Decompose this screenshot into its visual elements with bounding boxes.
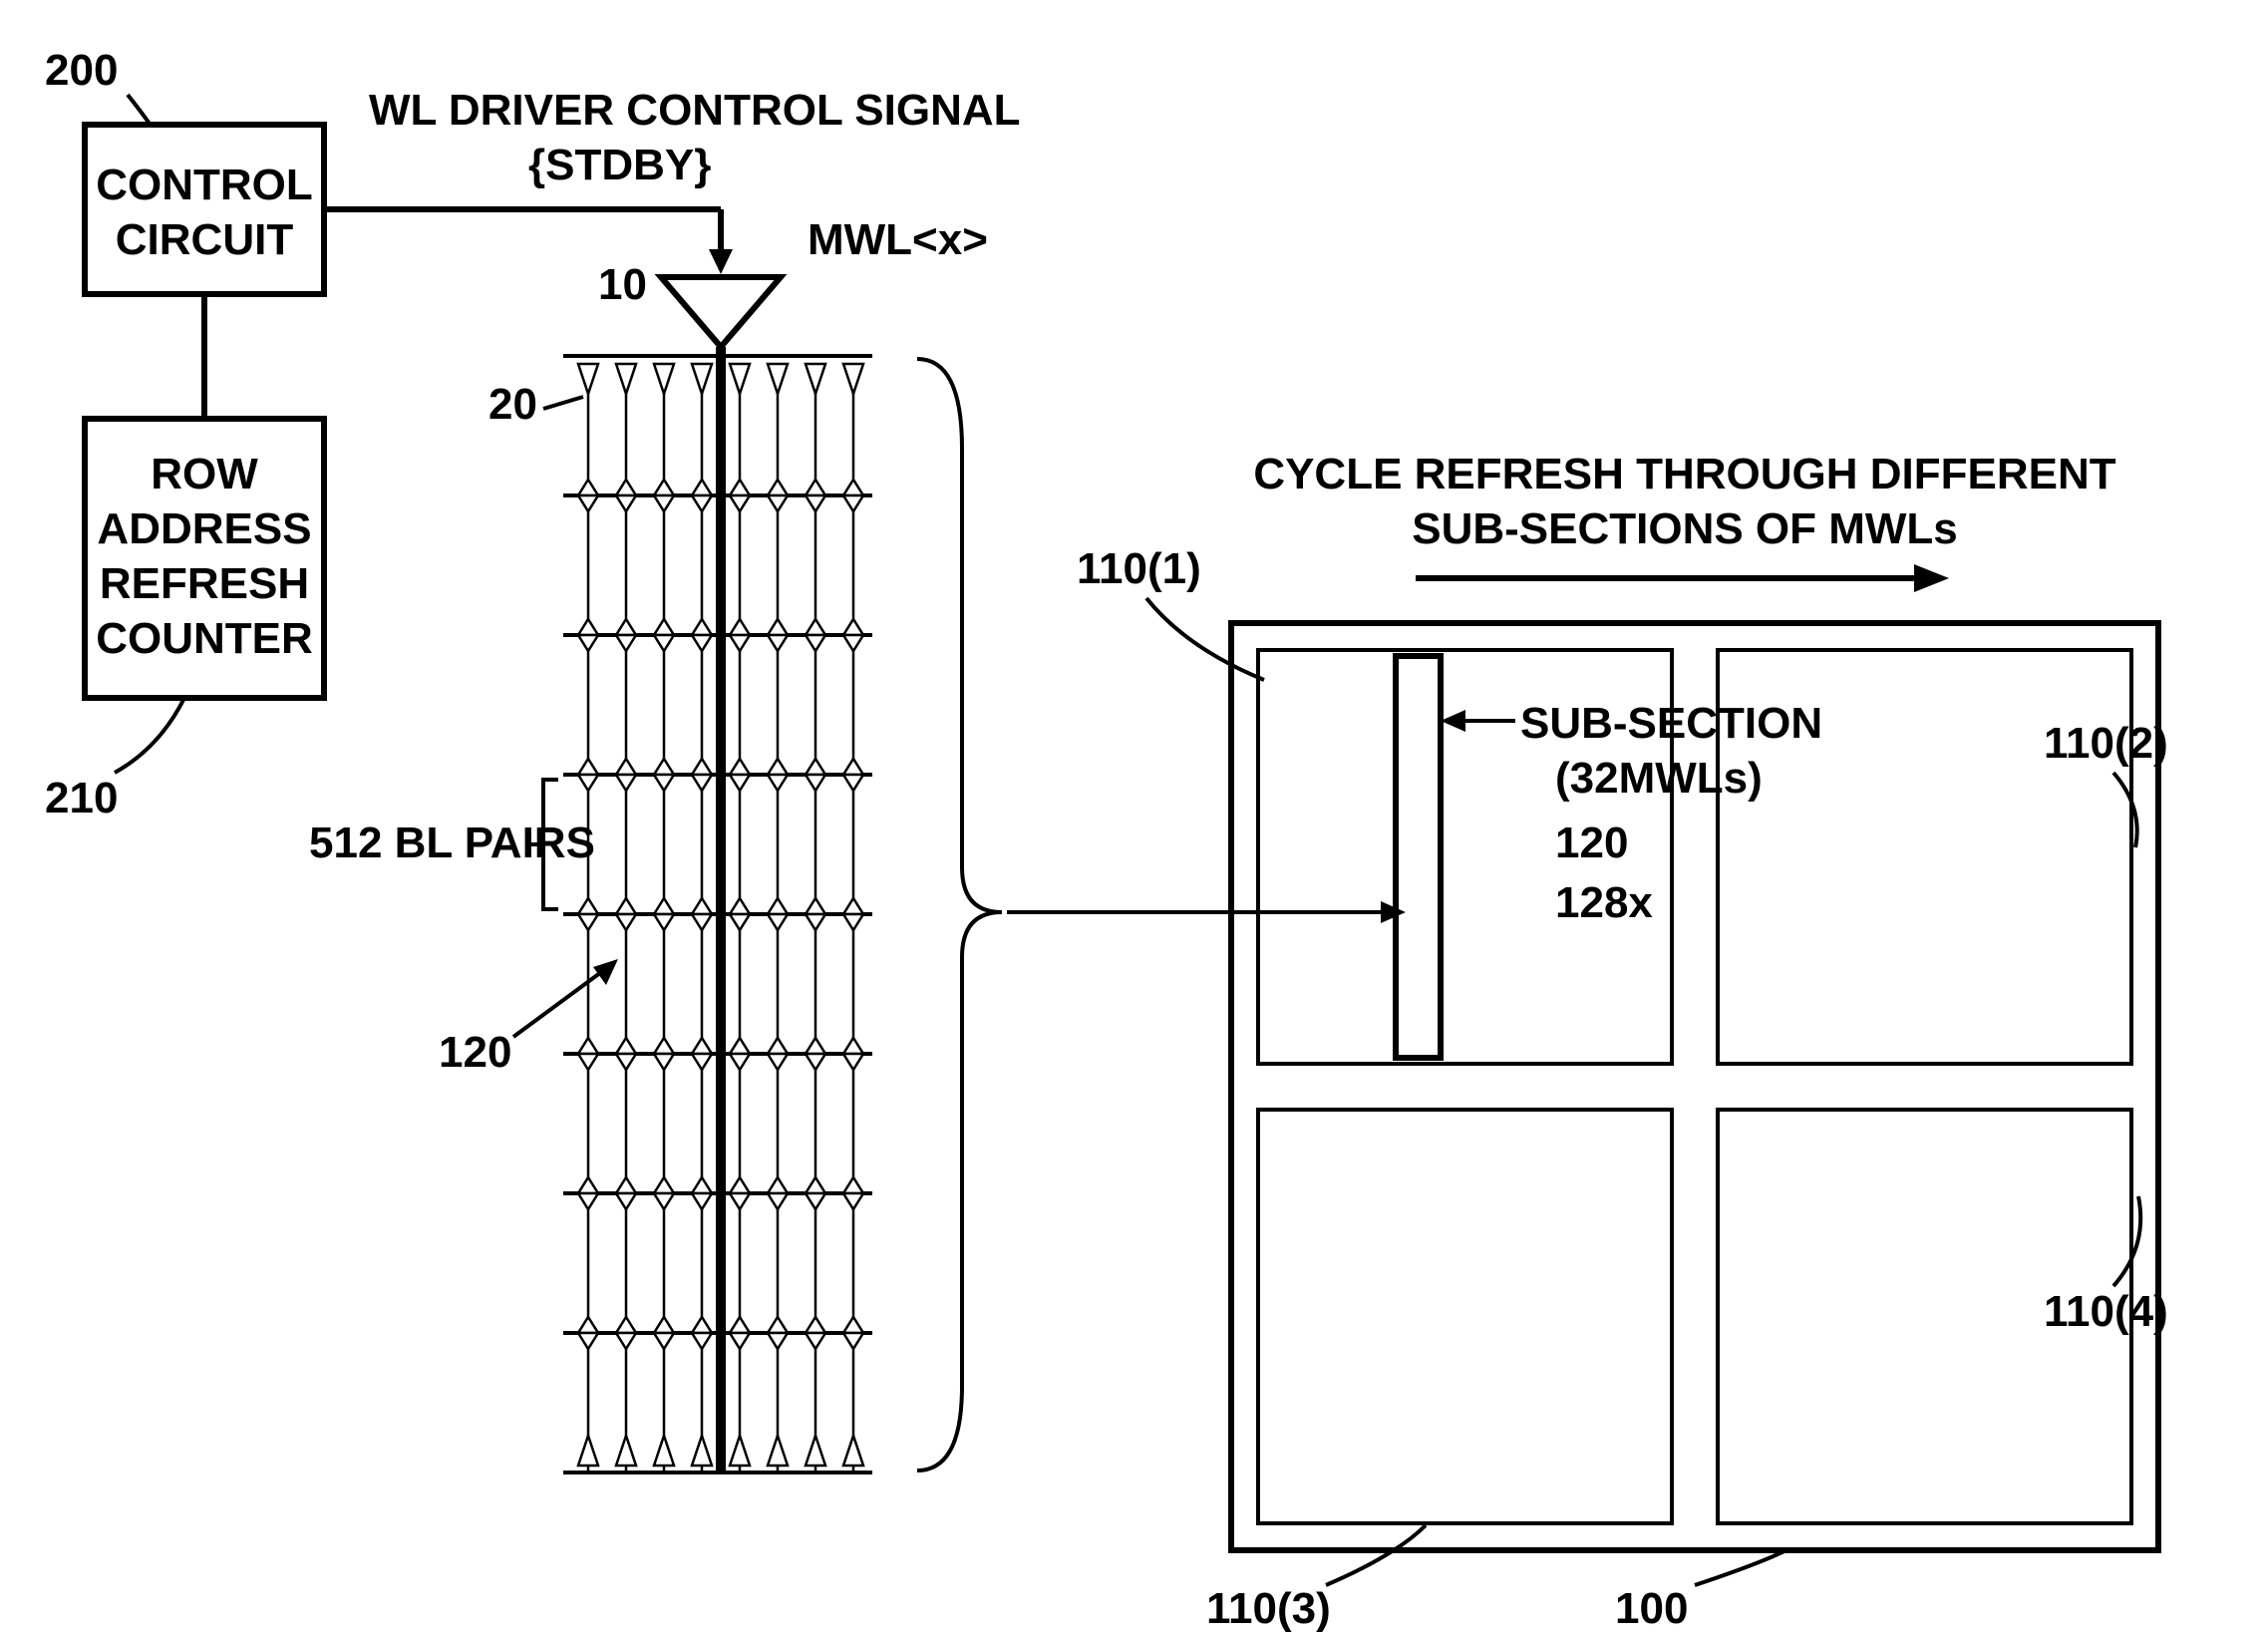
- ref-110-3: 110(3): [1206, 1584, 1331, 1633]
- row-l2: ADDRESS: [97, 504, 311, 553]
- leader-20: [543, 397, 583, 409]
- leader-110-1: [1146, 598, 1264, 680]
- leader-110-2: [2113, 773, 2137, 847]
- cycle-l2: SUB-SECTIONS OF MWLs: [1412, 504, 1958, 553]
- big-brace: [917, 359, 1002, 1471]
- ref-110-2: 110(2): [2044, 719, 2168, 768]
- ref-128x: 128x: [1555, 878, 1653, 927]
- leader-100: [1695, 1551, 1784, 1585]
- leader-110-3: [1326, 1525, 1426, 1585]
- leader-120-left-arrow: [593, 959, 618, 985]
- ref-120-right: 120: [1555, 819, 1628, 867]
- leader-110-4: [2113, 1196, 2140, 1286]
- leader-subsection-arrow: [1441, 710, 1465, 732]
- ref-10: 10: [598, 260, 647, 309]
- cycle-arrowhead: [1914, 564, 1949, 592]
- control-circuit-line1: CONTROL: [96, 161, 313, 209]
- ref-110-1: 110(1): [1077, 544, 1201, 593]
- ref-100: 100: [1615, 1584, 1688, 1633]
- leader-210: [115, 698, 184, 773]
- control-circuit-line2: CIRCUIT: [116, 215, 294, 264]
- mwl-x-label: MWL<x>: [808, 215, 988, 264]
- wl-driver-l2: {STDBY}: [528, 141, 711, 189]
- leader-120-left: [513, 967, 608, 1037]
- row-l4: COUNTER: [96, 614, 313, 663]
- ref-210: 210: [45, 774, 118, 822]
- ref-120-left: 120: [439, 1028, 511, 1077]
- quad-bl: [1258, 1110, 1672, 1523]
- subsection-label: SUB-SECTION: [1520, 699, 1822, 748]
- subsection-stripe: [1396, 656, 1441, 1058]
- cycle-l1: CYCLE REFRESH THROUGH DIFFERENT: [1253, 450, 2115, 498]
- bl-pairs-label: 512 BL PAIRS: [309, 819, 595, 867]
- wl-driver-l1: WL DRIVER CONTROL SIGNAL: [369, 86, 1021, 135]
- leader-200: [128, 95, 150, 124]
- ctrl-signal-arrowhead: [709, 249, 733, 274]
- ref-20: 20: [488, 380, 537, 429]
- row-l1: ROW: [151, 450, 258, 498]
- ref-110-4: 110(4): [2044, 1287, 2168, 1336]
- subsection-count: (32MWLs): [1555, 754, 1763, 803]
- ref-200: 200: [45, 46, 118, 95]
- control-circuit-box: [85, 125, 324, 294]
- row-l3: REFRESH: [100, 559, 309, 608]
- mwl-driver-triangle: [661, 277, 781, 347]
